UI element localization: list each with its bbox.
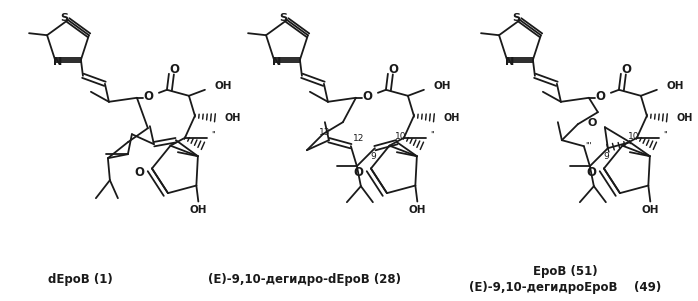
- Text: O: O: [134, 166, 144, 179]
- Text: OH: OH: [677, 113, 693, 123]
- Text: '': '': [430, 131, 434, 140]
- Text: O: O: [621, 63, 631, 76]
- Text: O: O: [588, 118, 597, 128]
- Text: ''': ''': [585, 142, 592, 151]
- Text: O: O: [362, 90, 372, 103]
- Text: OH: OH: [190, 205, 207, 215]
- Text: OH: OH: [667, 81, 684, 91]
- Text: OH: OH: [641, 205, 659, 215]
- Text: OH: OH: [434, 81, 452, 91]
- Text: S: S: [60, 13, 68, 23]
- Text: S: S: [512, 13, 520, 23]
- Text: OH: OH: [215, 81, 232, 91]
- Text: '': '': [211, 131, 216, 140]
- Text: 9: 9: [370, 152, 376, 161]
- Text: OH: OH: [408, 205, 426, 215]
- Text: '': '': [663, 131, 667, 140]
- Text: O: O: [586, 166, 596, 179]
- Text: (E)-9,10-дегидроEpoB    (49): (E)-9,10-дегидроEpoB (49): [469, 281, 661, 294]
- Text: 13: 13: [319, 128, 331, 137]
- Text: (E)-9,10-дегидро-dEpoB (28): (E)-9,10-дегидро-dEpoB (28): [209, 274, 401, 287]
- Text: N: N: [54, 57, 63, 67]
- Text: 10: 10: [628, 132, 639, 141]
- Text: O: O: [595, 90, 605, 103]
- Text: EpoB (51): EpoB (51): [533, 265, 597, 278]
- Text: dEpoB (1): dEpoB (1): [47, 274, 112, 287]
- Text: N: N: [272, 57, 282, 67]
- Text: O: O: [143, 90, 153, 103]
- Text: O: O: [353, 166, 363, 179]
- Text: 12: 12: [353, 134, 364, 143]
- Text: S: S: [279, 13, 287, 23]
- Text: 9: 9: [603, 152, 609, 161]
- Text: OH: OH: [444, 113, 460, 123]
- Text: O: O: [388, 63, 398, 76]
- Text: 10: 10: [395, 132, 407, 141]
- Text: N: N: [505, 57, 514, 67]
- Text: O: O: [169, 63, 179, 76]
- Text: OH: OH: [225, 113, 242, 123]
